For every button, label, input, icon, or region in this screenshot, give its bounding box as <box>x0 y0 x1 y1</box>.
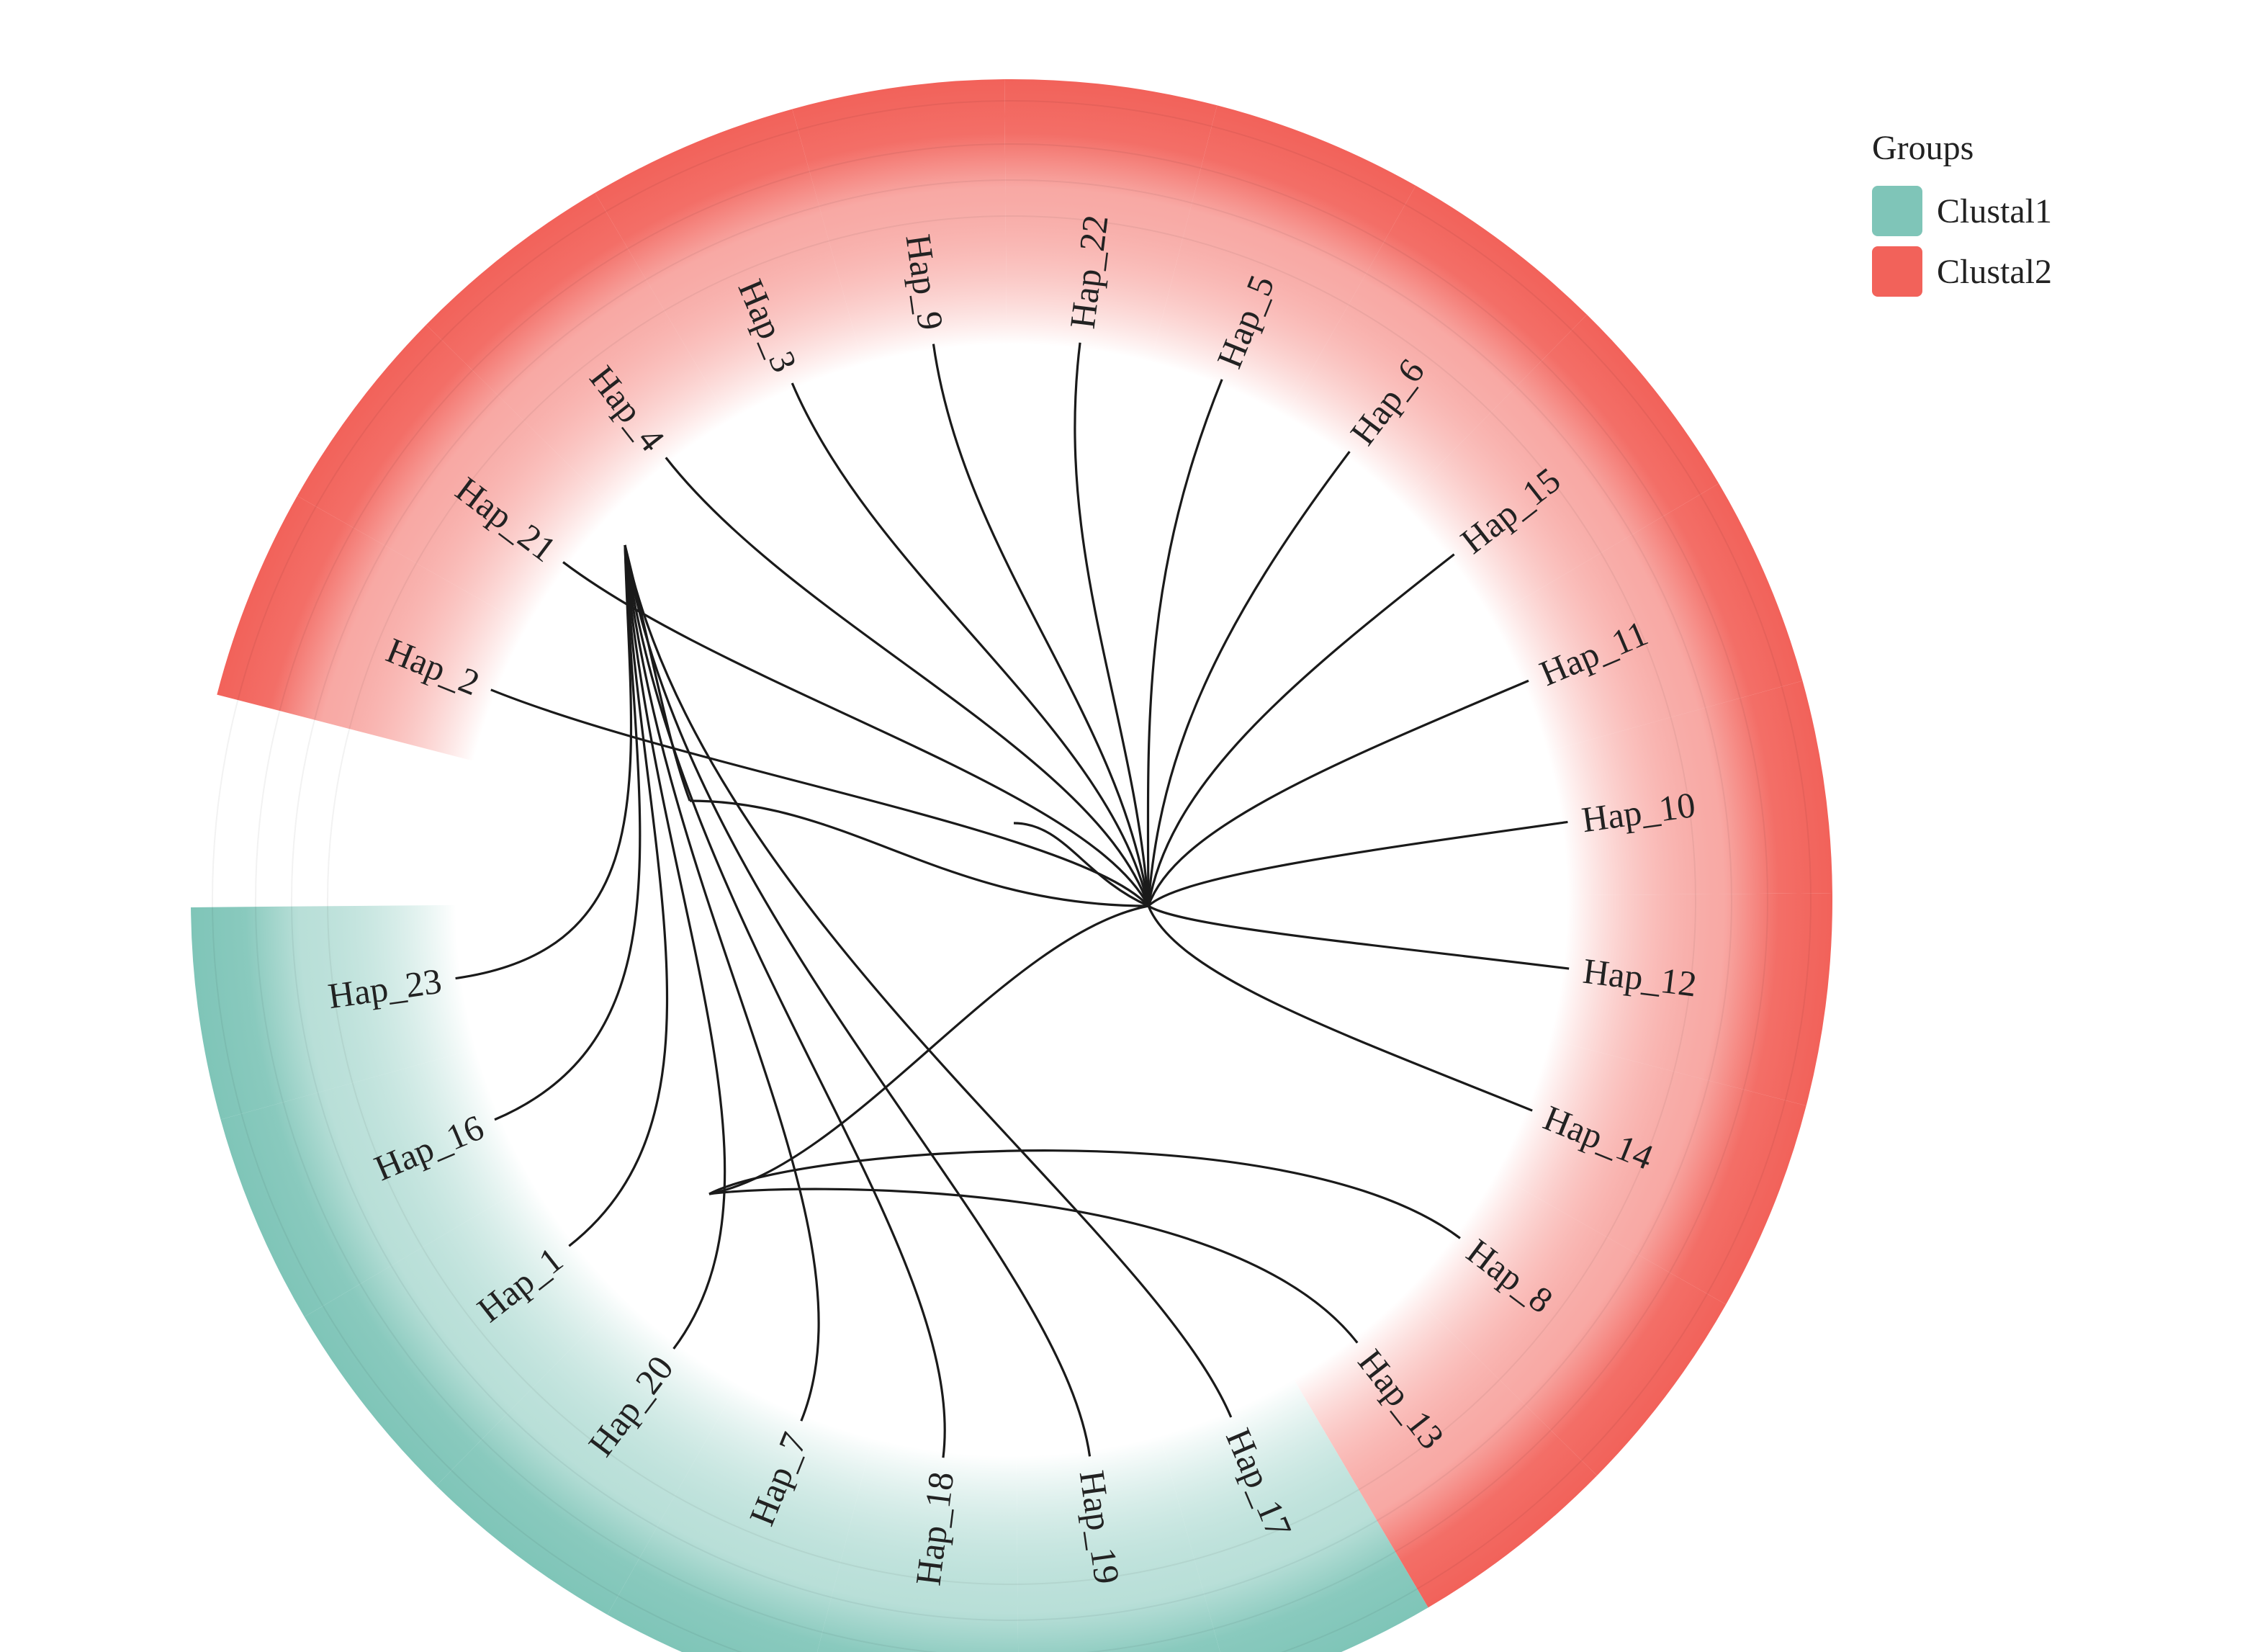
branch-hap-18 <box>624 544 946 1458</box>
branch-hap-8 <box>708 1149 1461 1239</box>
ring-sector-hap-16 <box>220 1038 565 1317</box>
ring-guide-circle <box>255 143 1768 1652</box>
ring-sector-hap-12 <box>1513 893 1832 1106</box>
ring-guide-circle <box>291 179 1732 1621</box>
legend-swatch-clustal1 <box>1872 186 1922 236</box>
branch-hap-19 <box>624 544 1092 1457</box>
ring-sector-hap-17 <box>1150 1347 1428 1652</box>
legend-swatch-clustal2 <box>1872 246 1922 297</box>
branch-hap-23 <box>455 544 633 980</box>
ring-sector-hap-14 <box>1462 1030 1806 1305</box>
legend-item-clustal1: Clustal1 <box>1872 182 2052 240</box>
branch-hap-10 <box>1147 820 1568 907</box>
ring-sector-hap-7 <box>607 1351 882 1652</box>
ring-sector-hap-18 <box>817 1402 1019 1652</box>
branch-root-to-clustal1 <box>624 544 691 802</box>
ring-sector-hap-19 <box>1016 1399 1220 1652</box>
ring-sector-hap-6 <box>1266 185 1588 531</box>
branch-hap-2 <box>490 688 1150 907</box>
branch-root-to-clustal2 <box>689 799 1149 907</box>
ring-sector-hap-2 <box>217 495 561 771</box>
legend-item-clustal2: Clustal2 <box>1872 243 2052 300</box>
branch-hap-20 <box>624 544 726 1350</box>
ring-sector-hap-23 <box>191 904 513 1120</box>
ring-sector-hap-13 <box>1274 1263 1598 1608</box>
branch-hap-9 <box>932 344 1150 907</box>
branch-hap-1 <box>568 544 669 1247</box>
branch-hap-15 <box>1147 553 1455 907</box>
branch-clustal2-to-hap8-hap13 <box>708 904 1149 1195</box>
legend-label-clustal2: Clustal2 <box>1937 252 2053 291</box>
group-ring <box>191 79 1832 1652</box>
branch-hap-6 <box>1147 451 1351 907</box>
ring-guide-circle <box>212 100 1812 1652</box>
ring-sector-hap-8 <box>1381 1155 1727 1476</box>
ring-sector-hap-1 <box>304 1163 649 1486</box>
branch-hap-21 <box>562 561 1150 907</box>
branch-hap-16 <box>494 544 642 1121</box>
ring-sector-hap-4 <box>426 192 749 537</box>
branch-root-stub <box>1013 822 1149 907</box>
ring-sector-hap-9 <box>792 79 1007 401</box>
branch-hap-17 <box>624 544 1233 1418</box>
legend-title: Groups <box>1872 129 1974 167</box>
branch-hap-3 <box>791 382 1150 907</box>
ring-sector-hap-15 <box>1374 314 1719 637</box>
branch-hap-14 <box>1147 905 1533 1112</box>
legend-label-clustal1: Clustal1 <box>1937 192 2053 230</box>
ring-sector-hap-20 <box>436 1270 757 1615</box>
ring-sector-hap-22 <box>1004 79 1218 398</box>
ring-sector-hap-5 <box>1141 105 1416 449</box>
tree-branches <box>455 342 1570 1458</box>
branch-hap-12 <box>1148 904 1570 970</box>
ring-sector-hap-11 <box>1458 483 1803 762</box>
branch-hap-11 <box>1147 679 1529 907</box>
branch-hap-4 <box>665 457 1150 907</box>
branch-hap-22 <box>1074 342 1150 907</box>
branch-hap-7 <box>624 544 820 1422</box>
ring-sector-hap-3 <box>595 109 873 454</box>
legend: Groups Clustal1 Clustal2 <box>1872 128 2052 303</box>
ring-guide-circle <box>327 215 1696 1585</box>
branch-hap-13 <box>708 1188 1359 1344</box>
branch-hap-5 <box>1146 379 1223 907</box>
ring-sector-hap-21 <box>297 324 642 645</box>
ring-sector-hap-10 <box>1511 681 1832 896</box>
